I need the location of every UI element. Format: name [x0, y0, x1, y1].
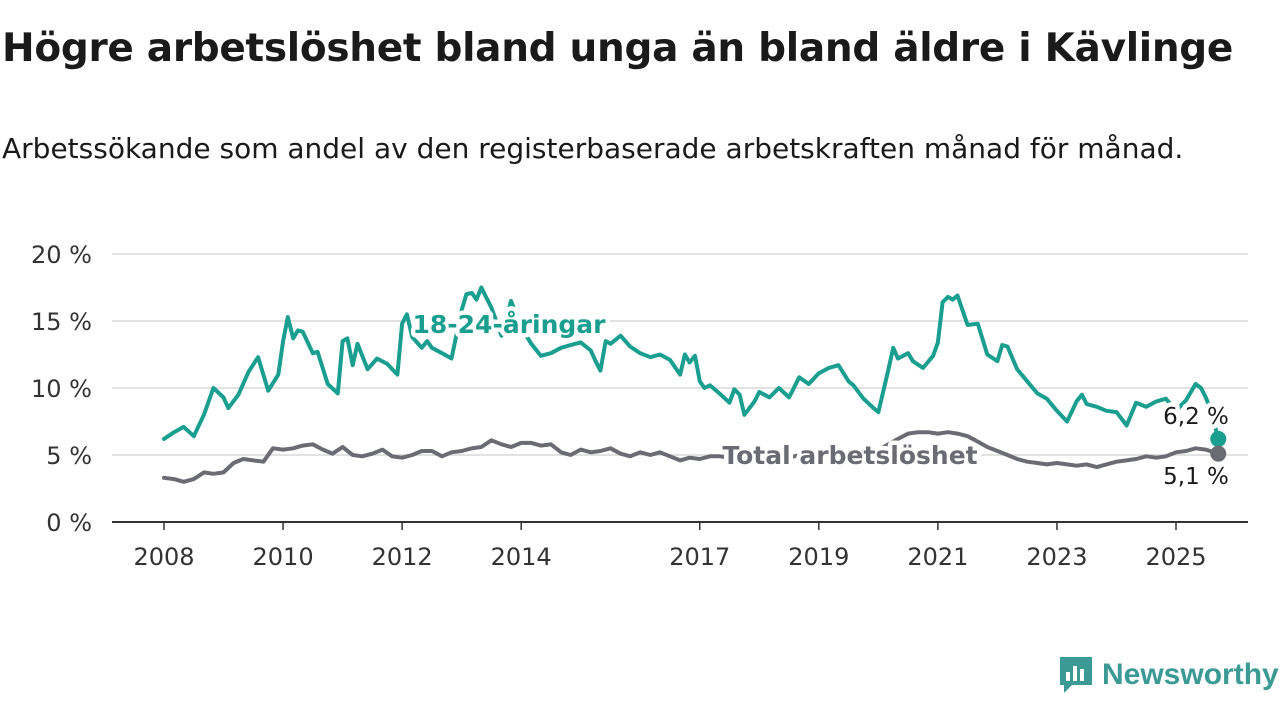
series-line-0 [162, 285, 1221, 441]
chart-subtitle: Arbetssökande som andel av den registerb… [2, 132, 1184, 165]
x-tick-label: 2025 [1145, 543, 1206, 571]
x-tick-label: 2021 [907, 543, 968, 571]
x-tick-label: 2017 [669, 543, 730, 571]
y-axis-ticks: 0 % 5 % 10 % 15 % 20 % [31, 241, 92, 537]
newsworthy-brand-name: Newsworthy [1102, 658, 1279, 691]
end-value-label: 5,1 % [1163, 464, 1229, 490]
gridlines [112, 253, 1248, 523]
series-line-1 [162, 430, 1221, 484]
chart-title: Högre arbetslöshet bland unga än bland ä… [2, 26, 1234, 71]
x-axis-ticks: 2008 2010 2012 2014 2017 2019 2021 2023 2025 [133, 522, 1207, 571]
end-value-label: 6,2 % [1163, 404, 1229, 430]
series-end-point-1 [1210, 445, 1227, 462]
newsworthy-brand[interactable]: Newsworthy [1058, 654, 1279, 696]
x-tick-label: 2012 [372, 543, 433, 571]
y-tick-label: 0 % [46, 509, 92, 537]
x-tick-label: 2008 [133, 543, 194, 571]
series-name-label: 18-24-åringar [413, 310, 607, 339]
x-tick-label: 2010 [253, 543, 314, 571]
y-tick-label: 5 % [46, 442, 92, 470]
x-tick-label: 2014 [491, 543, 552, 571]
series-lines [162, 285, 1227, 484]
x-tick-label: 2019 [788, 543, 849, 571]
y-tick-label: 20 % [31, 241, 92, 269]
x-tick-label: 2023 [1026, 543, 1087, 571]
series-name-label: Total arbetslöshet [722, 441, 977, 470]
newsworthy-logo-icon [1060, 657, 1092, 693]
series-labels: 18-24-åringar Total arbetslöshet 6,2 % 5,1 … [408, 306, 1233, 495]
series-end-point-0 [1210, 430, 1227, 447]
line-chart: 0 %5 %10 %15 %20 % 2008 2010 2012 2014 2017 2… [31, 241, 1248, 571]
y-tick-label: 10 % [31, 375, 92, 403]
y-tick-label: 15 % [31, 308, 92, 336]
